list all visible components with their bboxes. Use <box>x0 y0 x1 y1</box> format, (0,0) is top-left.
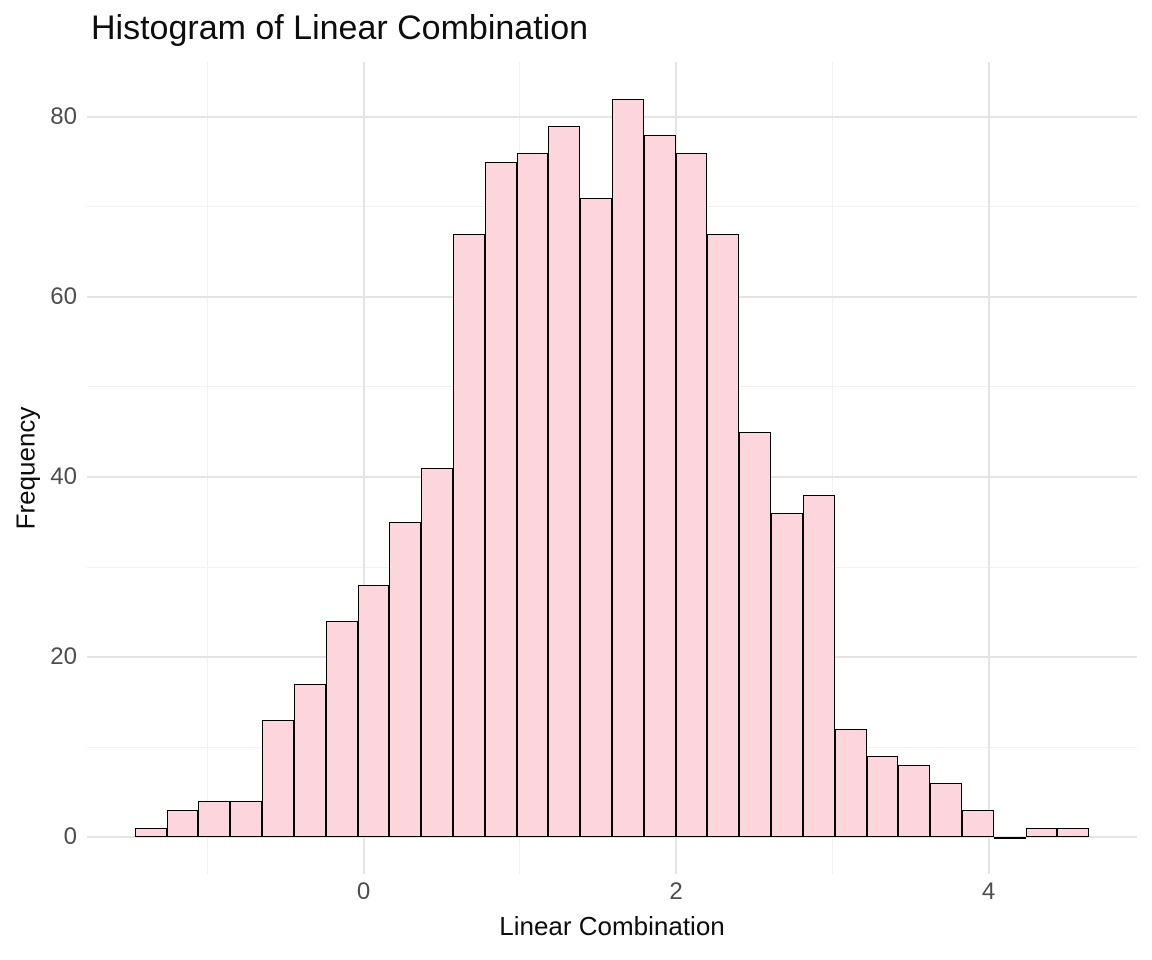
x-axis-title: Linear Combination <box>499 911 725 941</box>
gridline-major-vertical <box>362 62 365 874</box>
histogram-bar <box>357 585 390 838</box>
histogram-bar <box>771 513 803 838</box>
histogram-bar <box>166 810 199 838</box>
histogram-bar <box>548 125 581 838</box>
x-tick-label: 2 <box>669 878 683 905</box>
chart-title: Histogram of Linear Combination <box>91 9 589 47</box>
gridline-major-horizontal <box>87 836 1137 839</box>
histogram-bar <box>580 197 612 838</box>
y-tick-label: 60 <box>50 282 77 310</box>
histogram-bar <box>421 468 453 838</box>
gridline-minor-vertical <box>206 62 208 874</box>
histogram-bar <box>484 161 517 838</box>
histogram-bar <box>675 152 708 838</box>
histogram-bar <box>134 828 167 838</box>
gridline-minor-vertical <box>831 62 833 874</box>
gridline-major-vertical <box>987 62 990 874</box>
histogram-bar <box>643 134 676 838</box>
histogram-bar <box>834 729 867 838</box>
plot-panel <box>87 62 1137 874</box>
x-tick-label: 4 <box>981 878 996 905</box>
y-tick-label: 20 <box>50 643 77 671</box>
histogram-bar <box>389 522 422 838</box>
histogram-bar <box>866 756 899 838</box>
histogram-bar <box>930 783 962 838</box>
y-tick-label: 80 <box>50 102 77 130</box>
y-tick-label: 40 <box>50 463 77 490</box>
histogram-bar <box>516 152 549 838</box>
histogram-bar <box>230 801 263 838</box>
histogram-bar <box>612 98 644 838</box>
histogram-bar <box>452 233 485 838</box>
y-tick-label: 0 <box>63 823 77 851</box>
histogram-bar <box>1057 828 1090 838</box>
histogram-bar <box>961 810 994 838</box>
y-axis-title: Frequency <box>10 406 41 530</box>
x-tick-label: 0 <box>356 878 371 905</box>
histogram-bar <box>739 431 772 838</box>
histogram-bar <box>262 720 294 838</box>
histogram-bar <box>1025 828 1058 838</box>
histogram-bar <box>325 621 358 838</box>
histogram-bar <box>993 837 1026 840</box>
histogram-bar <box>198 801 231 838</box>
histogram-bar <box>898 765 931 838</box>
histogram-bar <box>802 495 835 838</box>
histogram-bar <box>293 684 326 838</box>
histogram-bar <box>707 233 740 838</box>
